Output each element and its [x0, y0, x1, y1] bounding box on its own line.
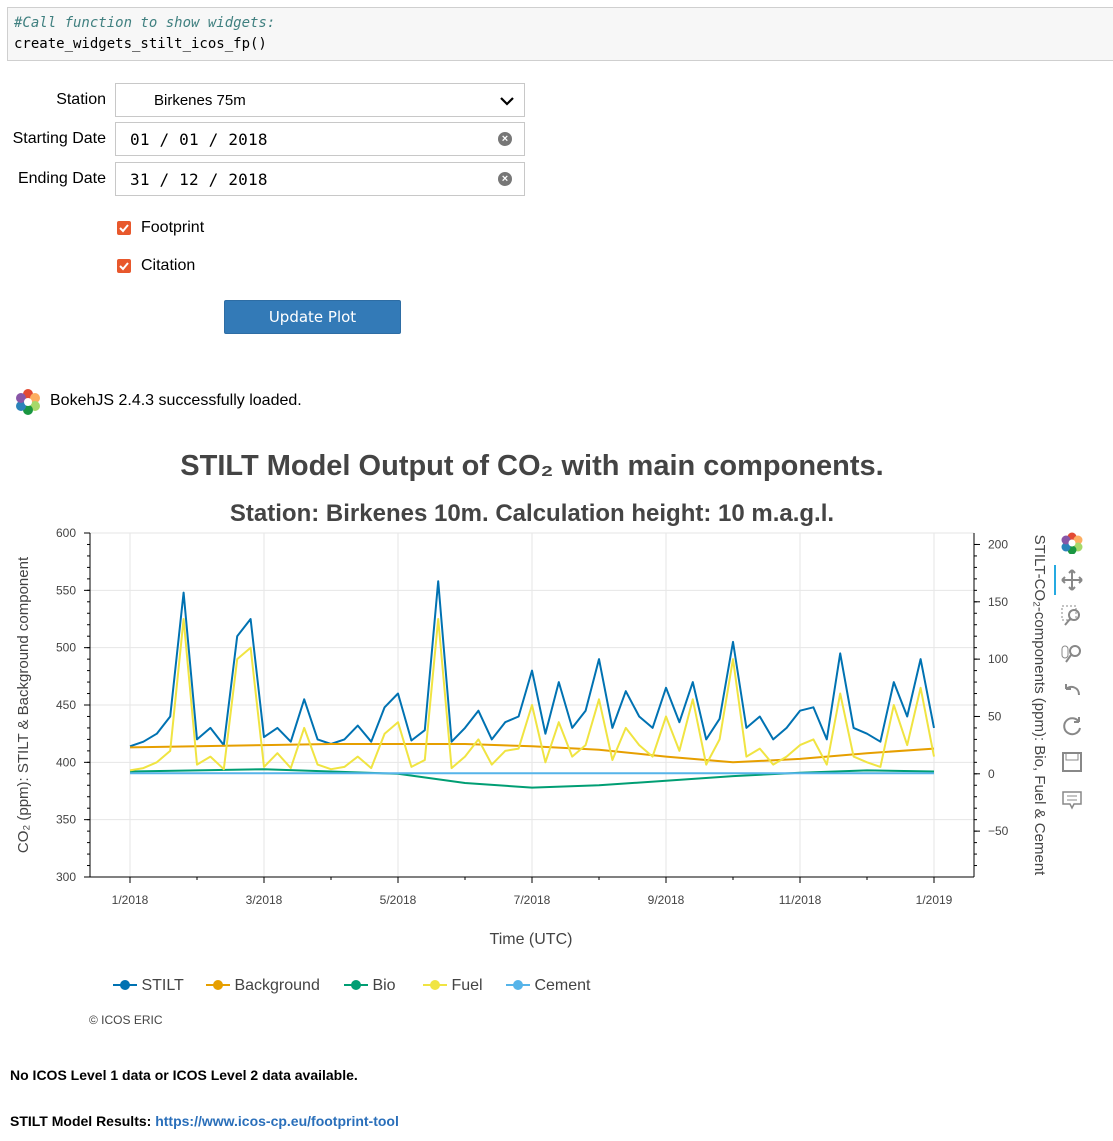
legend-item-background[interactable]: Background [206, 976, 320, 995]
footprint-checkbox[interactable] [117, 221, 131, 235]
checkmark-icon [119, 262, 129, 271]
undo-icon[interactable] [1061, 679, 1083, 706]
right-tick-label: 0 [988, 767, 995, 781]
legend-marker [423, 980, 447, 990]
co2-chart[interactable]: 300 350 400 450 500 550 600 −50 0 50 100 150 200 1/20… [0, 520, 1113, 960]
hover-icon[interactable] [1061, 790, 1083, 817]
x-tick-label: 1/2019 [916, 893, 953, 907]
x-axis-label: Time (UTC) [490, 931, 573, 948]
right-tick-label: 150 [988, 595, 1008, 609]
series-line-background [129, 743, 935, 764]
x-tick-label: 11/2018 [779, 893, 822, 907]
right-tick-label: 200 [988, 537, 1008, 551]
x-tick-label: 1/2018 [112, 893, 149, 907]
bokeh-loaded-message: BokehJS 2.4.3 successfully loaded. [50, 392, 302, 409]
code-comment: #Call function to show widgets: [14, 15, 276, 31]
chart-title: STILT Model Output of CO₂ with main comp… [180, 450, 884, 482]
stilt-results-note: STILT Model Results: https://www.icos-cp… [10, 1113, 399, 1129]
legend-item-cement[interactable]: Cement [506, 976, 590, 995]
left-tick-label: 300 [56, 870, 76, 884]
legend-marker [506, 980, 530, 990]
x-tick-label: 7/2018 [514, 893, 551, 907]
series-line-fuel [129, 618, 935, 772]
legend-marker [206, 980, 230, 990]
code-line: create_widgets_stilt_icos_fp() [14, 36, 267, 52]
x-tick-label: 5/2018 [380, 893, 417, 907]
station-select[interactable]: Birkenes 75m [115, 83, 525, 117]
chevron-down-icon [500, 97, 514, 106]
legend-label: STILT [141, 977, 184, 994]
x-tick-label: 3/2018 [246, 893, 283, 907]
legend-label: Bio [372, 977, 396, 994]
left-tick-label: 500 [56, 641, 76, 655]
citation-checkbox[interactable] [117, 259, 131, 273]
chart-subtitle: Station: Birkenes 10m. Calculation heigh… [229, 500, 835, 527]
pan-icon[interactable] [1061, 569, 1083, 596]
wheel-zoom-icon[interactable] [1061, 642, 1083, 669]
x-tick-label: 9/2018 [648, 893, 685, 907]
update-plot-button[interactable]: Update Plot [224, 300, 401, 334]
save-icon[interactable] [1061, 751, 1083, 778]
footprint-label: Footprint [141, 219, 205, 236]
bokeh-logo-icon [16, 389, 40, 415]
code-cell[interactable]: #Call function to show widgets: create_w… [7, 7, 1113, 61]
active-tool-indicator [1054, 565, 1056, 595]
end-date-input[interactable]: 31 / 12 / 2018 × [115, 162, 525, 196]
legend-marker [344, 980, 368, 990]
right-tick-label: 50 [988, 709, 1002, 723]
series-line-stilt [129, 580, 935, 748]
reset-icon[interactable] [1061, 715, 1083, 742]
start-date-value: 01 / 01 / 2018 [130, 130, 268, 149]
legend-item-stilt[interactable]: STILT [113, 976, 184, 995]
stilt-results-link[interactable]: https://www.icos-cp.eu/footprint-tool [155, 1113, 399, 1129]
left-tick-label: 450 [56, 698, 76, 712]
bokeh-logo-icon [1061, 532, 1083, 559]
legend-label: Background [234, 977, 320, 994]
copyright-text: © ICOS ERIC [89, 1013, 163, 1027]
clear-icon[interactable]: × [498, 132, 512, 146]
right-tick-label: 100 [988, 652, 1008, 666]
legend-label: Cement [534, 977, 591, 994]
right-tick-label: −50 [988, 824, 1009, 838]
end-date-value: 31 / 12 / 2018 [130, 170, 268, 189]
citation-label: Citation [141, 257, 196, 274]
station-select-value: Birkenes 75m [154, 92, 246, 109]
station-label: Station [56, 91, 106, 108]
right-axis-label: STILT-CO₂-components (ppm): Bio, Fuel & … [1031, 535, 1048, 876]
stilt-results-label: STILT Model Results: [10, 1113, 152, 1129]
left-axis-label: CO₂ (ppm): STILT & Background component [15, 556, 32, 853]
start-date-input[interactable]: 01 / 01 / 2018 × [115, 122, 525, 156]
no-data-note: No ICOS Level 1 data or ICOS Level 2 dat… [10, 1067, 358, 1083]
legend-marker [113, 980, 137, 990]
end-date-label: Ending Date [17, 170, 106, 187]
left-tick-label: 600 [56, 526, 76, 540]
legend-item-fuel[interactable]: Fuel [423, 976, 483, 995]
left-tick-label: 400 [56, 755, 76, 769]
box-zoom-icon[interactable] [1061, 605, 1083, 632]
clear-icon[interactable]: × [498, 172, 512, 186]
checkmark-icon [119, 224, 129, 233]
left-tick-label: 550 [56, 583, 76, 597]
legend-item-bio[interactable]: Bio [344, 976, 396, 995]
left-tick-label: 350 [56, 813, 76, 827]
start-date-label: Starting Date [12, 130, 106, 147]
legend-label: Fuel [451, 977, 483, 994]
